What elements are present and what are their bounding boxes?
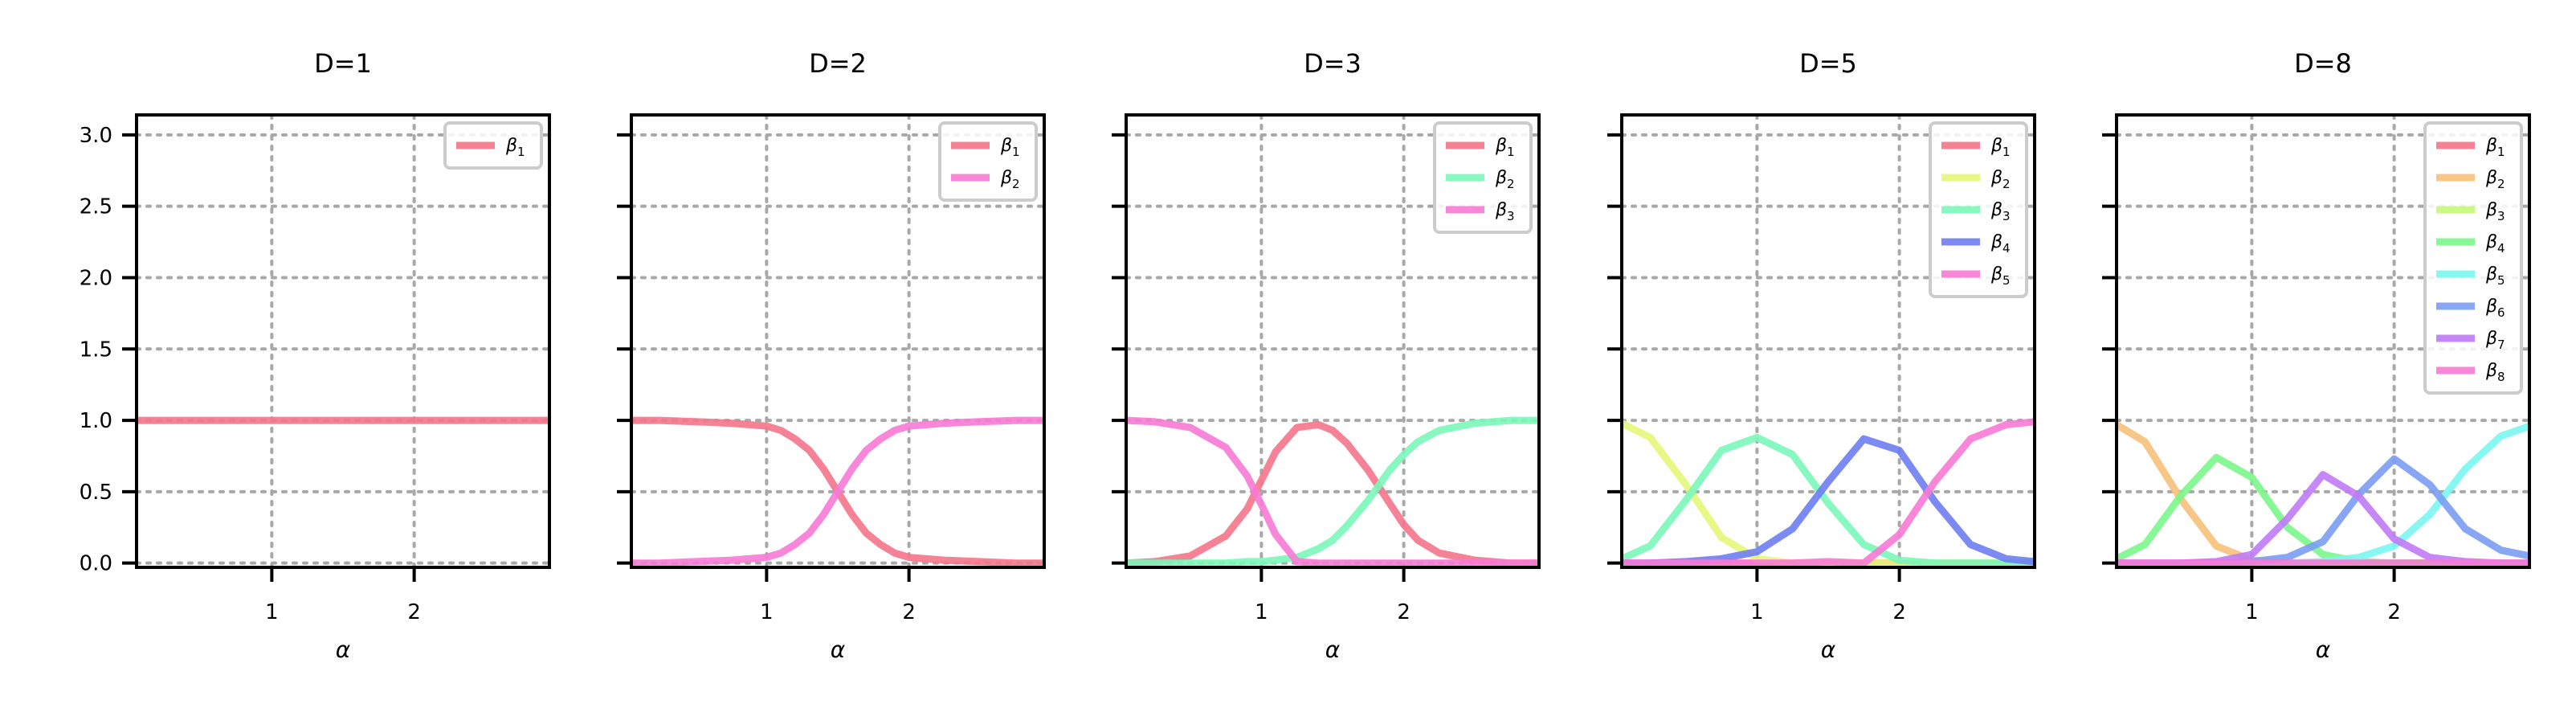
x-tick-label: 2: [902, 600, 916, 624]
legend-label-subscript: 2: [1012, 177, 1020, 191]
legend-label-subscript: 1: [2497, 145, 2505, 159]
x-tick-label: 2: [2387, 600, 2401, 624]
legend-label-subscript: 2: [2002, 177, 2011, 191]
series-group: [631, 416, 1044, 567]
axes-frame: [2115, 113, 2531, 569]
series-line-beta-2: [631, 416, 1044, 567]
series-group: [1622, 418, 2035, 567]
y-tick-label: 1.0: [80, 409, 112, 433]
legend-label-subscript: 1: [2002, 145, 2011, 159]
axes-frame: [1620, 113, 2036, 569]
series-line-beta-1: [1126, 420, 1539, 567]
subplot: 0.0 0.5 1.0 1.5 2.0 2.5 3.0 1 2 D=1 α β1: [80, 48, 551, 663]
x-tick-label: 1: [265, 600, 279, 624]
x-axis-label: α: [336, 636, 351, 663]
legend: β1: [443, 121, 543, 170]
y-tick-label: 3.0: [80, 124, 112, 148]
legend-box: [938, 121, 1038, 202]
legend-label-subscript: 2: [2497, 177, 2505, 191]
legend-label-subscript: 3: [1507, 209, 1515, 223]
x-tick-label: 1: [2245, 600, 2259, 624]
axes-frame: [135, 113, 551, 569]
axes-frame: [630, 113, 1046, 569]
legend-label-subscript: 5: [2497, 273, 2505, 288]
subplot-title: D=1: [314, 48, 372, 79]
legend-label-subscript: 1: [517, 145, 525, 159]
series-group: [1126, 416, 1539, 567]
legend-label-subscript: 2: [1507, 177, 1515, 191]
x-axis-label: α: [831, 636, 846, 663]
legend-label-subscript: 4: [2497, 241, 2505, 256]
x-axis-label: α: [2316, 636, 2331, 663]
legend-label-subscript: 3: [2497, 209, 2505, 223]
x-axis-label: α: [1325, 636, 1341, 663]
y-tick-label: 2.5: [80, 195, 112, 219]
legend-label-subscript: 6: [2497, 305, 2505, 320]
legend-label-beta-1: β1: [1990, 136, 2011, 159]
legend-label-subscript: 1: [1012, 145, 1020, 159]
axes-frame: [1125, 113, 1541, 569]
legend-box: [2423, 121, 2523, 395]
x-axis-label: α: [1821, 636, 1836, 663]
x-tick-label: 2: [407, 600, 421, 624]
y-tick-label: 2.0: [80, 266, 112, 290]
legend-label-subscript: 5: [2002, 273, 2011, 288]
x-tick-label: 1: [760, 600, 774, 624]
x-tick-label: 2: [1892, 600, 1906, 624]
series-line-beta-5: [1622, 418, 2035, 567]
subplot-title: D=8: [2294, 48, 2352, 79]
legend-label-subscript: 4: [2002, 241, 2011, 256]
series-group: [2117, 420, 2529, 567]
x-tick-label: 1: [1750, 600, 1764, 624]
subplot-title: D=3: [1304, 48, 1361, 79]
y-tick-label: 0.5: [80, 481, 112, 505]
subplot-title: D=2: [809, 48, 867, 79]
y-tick-label: 1.5: [80, 338, 112, 362]
legend-label-subscript: 7: [2497, 338, 2505, 352]
x-tick-label: 1: [1255, 600, 1268, 624]
series-line-beta-2: [1126, 416, 1539, 567]
legend-label-subscript: 8: [2497, 370, 2505, 384]
subplot-title: D=5: [1799, 48, 1857, 79]
legend-label-subscript: 1: [1507, 145, 1515, 159]
legend-label-subscript: 3: [2002, 209, 2011, 223]
series-line-beta-3: [1126, 416, 1539, 567]
y-tick-label: 0.0: [80, 552, 112, 576]
x-tick-label: 2: [1397, 600, 1410, 624]
series-line-beta-3: [1622, 433, 2035, 567]
